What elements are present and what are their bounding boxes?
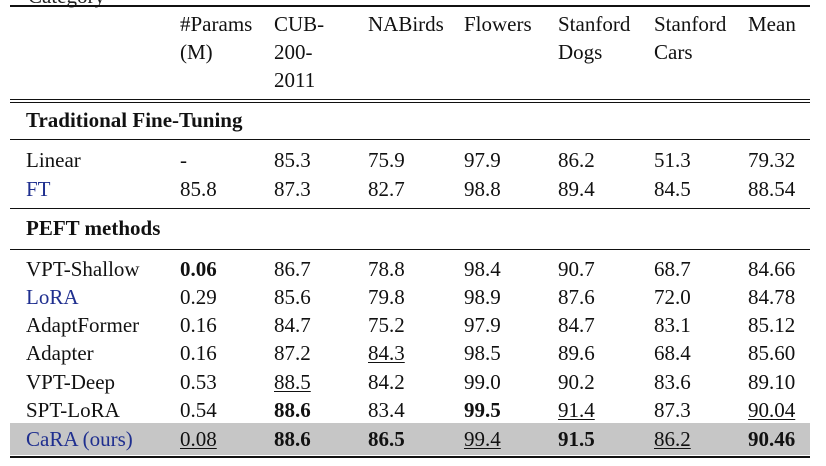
column-header-cars: Stanford [654,12,727,36]
table-cell-flowers: 98.5 [464,341,501,365]
table-cell-mean: 90.46 [748,427,796,451]
method-name[interactable]: FT [26,177,51,201]
highlight-row-background [10,423,810,455]
table-cell-dogs: 89.6 [558,341,595,365]
block-rule [10,208,810,209]
table-cell-flowers: 97.9 [464,313,501,337]
bottom-rule [10,456,810,458]
table-cell-flowers: 99.4 [464,427,501,451]
table-cell-cars: 83.6 [654,370,691,394]
table-cell-cars: 68.4 [654,341,691,365]
table-cell-nabirds: 78.8 [368,257,405,281]
table-cell-nabirds: 82.7 [368,177,405,201]
table-cell-cars: 86.2 [654,427,691,451]
method-name: Linear [26,148,81,172]
table-cell-flowers: 99.0 [464,370,501,394]
table-cell-mean: 85.60 [748,341,796,365]
table-cell-dogs: 87.6 [558,285,595,309]
column-header-dogs: Dogs [558,40,603,64]
column-header-nabirds: NABirds [368,12,444,36]
table-cell-params: - [180,148,187,172]
caption-fragment: Category [28,0,105,9]
table-cell-dogs: 84.7 [558,313,595,337]
table-cell-cub: 88.5 [274,370,311,394]
table-cell-mean: 84.78 [748,285,796,309]
section-rule-peft [10,249,810,250]
table-cell-mean: 90.04 [748,398,796,422]
table-cell-cars: 87.3 [654,398,691,422]
column-header-cub: 200- [274,40,313,64]
table-cell-params: 0.06 [180,257,217,281]
column-header-dogs: Stanford [558,12,631,36]
top-rule [10,5,810,7]
section-title-traditional: Traditional Fine-Tuning [26,108,243,132]
column-header-params: (M) [180,40,213,64]
table-cell-params: 85.8 [180,177,217,201]
section-title-peft: PEFT methods [26,216,161,240]
table-cell-cub: 87.2 [274,341,311,365]
section-rule-traditional [10,139,810,140]
header-rule-2 [10,102,810,103]
table-cell-dogs: 86.2 [558,148,595,172]
table-cell-params: 0.08 [180,427,217,451]
table-cell-flowers: 98.9 [464,285,501,309]
table-cell-flowers: 98.8 [464,177,501,201]
method-name: AdaptFormer [26,313,140,337]
table-cell-params: 0.29 [180,285,217,309]
table-cell-cars: 84.5 [654,177,691,201]
table-cell-params: 0.16 [180,313,217,337]
table-cell-cars: 68.7 [654,257,691,281]
method-name[interactable]: LoRA [26,285,79,309]
table-cell-mean: 85.12 [748,313,796,337]
table-cell-params: 0.53 [180,370,217,394]
table-cell-flowers: 98.4 [464,257,501,281]
table-cell-dogs: 91.4 [558,398,595,422]
header-rule [10,99,810,100]
table-cell-nabirds: 75.2 [368,313,405,337]
table-cell-nabirds: 84.3 [368,341,405,365]
table-cell-nabirds: 79.8 [368,285,405,309]
column-header-cub: CUB- [274,12,325,36]
table-cell-cars: 83.1 [654,313,691,337]
table-cell-cars: 51.3 [654,148,691,172]
method-name: Adapter [26,341,94,365]
table-cell-params: 0.16 [180,341,217,365]
table-cell-nabirds: 83.4 [368,398,405,422]
table-cell-dogs: 90.7 [558,257,595,281]
table-cell-cub: 85.3 [274,148,311,172]
table-cell-nabirds: 86.5 [368,427,405,451]
table-cell-mean: 89.10 [748,370,796,394]
table-cell-flowers: 97.9 [464,148,501,172]
method-name: VPT-Shallow [26,257,140,281]
column-header-cub: 2011 [274,68,316,92]
table-cell-mean: 84.66 [748,257,796,281]
table-cell-mean: 79.32 [748,148,796,172]
table-cell-cars: 72.0 [654,285,691,309]
table-cell-cub: 85.6 [274,285,311,309]
table-cell-cub: 87.3 [274,177,311,201]
method-name: SPT-LoRA [26,398,120,422]
table-cell-nabirds: 84.2 [368,370,405,394]
table-cell-nabirds: 75.9 [368,148,405,172]
table-cell-dogs: 90.2 [558,370,595,394]
table-cell-dogs: 91.5 [558,427,595,451]
table-cell-cub: 88.6 [274,398,311,422]
column-header-flowers: Flowers [464,12,532,36]
table-cell-dogs: 89.4 [558,177,595,201]
column-header-mean: Mean [748,12,796,36]
table-cell-mean: 88.54 [748,177,796,201]
method-name: VPT-Deep [26,370,116,394]
column-header-params: #Params [180,12,253,36]
table-cell-flowers: 99.5 [464,398,501,422]
column-header-cars: Cars [654,40,693,64]
table-cell-cub: 86.7 [274,257,311,281]
table-cell-params: 0.54 [180,398,217,422]
method-name[interactable]: CaRA (ours) [26,427,133,451]
table-cell-cub: 88.6 [274,427,311,451]
table-cell-cub: 84.7 [274,313,311,337]
